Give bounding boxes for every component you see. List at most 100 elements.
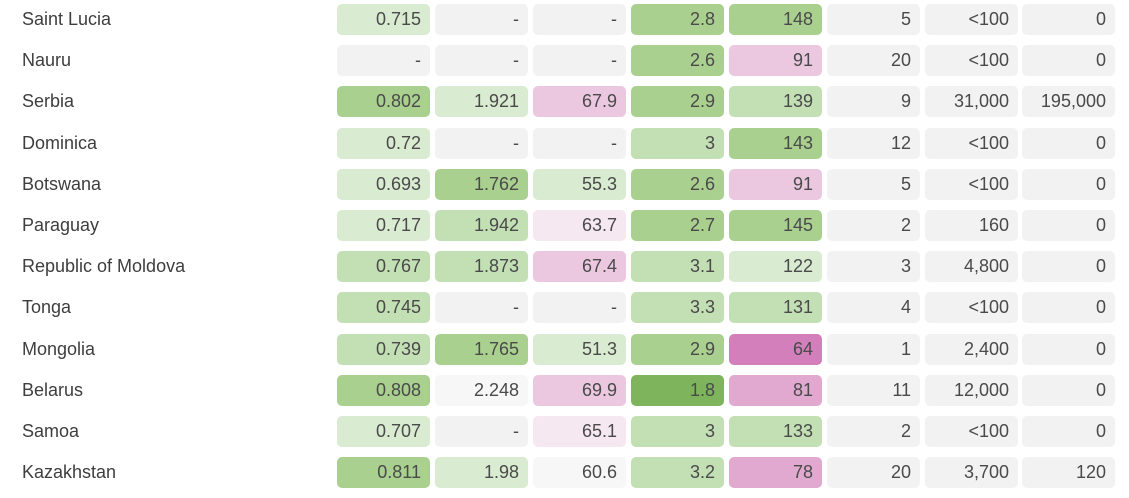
table-cell: 67.4 (533, 251, 626, 283)
table-cell: 11 (827, 374, 920, 406)
table-cell: - (533, 4, 626, 35)
table-cell: 0.808 (337, 374, 430, 406)
table-cell: 0 (1022, 292, 1115, 324)
table-cell: 3.2 (631, 457, 724, 489)
table-cell: 0 (1022, 374, 1115, 406)
table-cell: 0.745 (337, 292, 430, 324)
table-cell: 3,700 (925, 457, 1018, 489)
table-cell: 122 (729, 251, 822, 283)
table-cell: <100 (925, 45, 1018, 77)
table-cell: 195,000 (1022, 86, 1115, 118)
table-cell: 2.9 (631, 333, 724, 365)
table-cell: 2.6 (631, 45, 724, 77)
table-cell: 1.921 (435, 86, 528, 118)
table-cell: - (533, 45, 626, 77)
table-row: Mongolia 0.739 1.765 51.3 2.9 64 1 2,400 0 (0, 333, 1129, 375)
table-cell: - (533, 127, 626, 159)
table-cell: 0.715 (337, 4, 430, 35)
table-cell: 63.7 (533, 210, 626, 241)
table-row: Kazakhstan 0.811 1.98 60.6 3.2 78 20 3,700 120 (0, 457, 1129, 498)
table-row: Nauru - - -2.6 91 20 <100 0 (0, 45, 1129, 86)
table-cell: 3 (631, 127, 724, 159)
table-cell: 4 (827, 292, 920, 324)
table-cell: 69.9 (533, 374, 626, 406)
table-cell: 148 (729, 4, 822, 35)
table-cell: 145 (729, 210, 822, 241)
table-cell: 91 (729, 45, 822, 77)
table-cell: 2,400 (925, 333, 1018, 365)
table-cell: 2.8 (631, 4, 724, 35)
table-cell: 0 (1022, 127, 1115, 159)
table-cell: 55.3 (533, 168, 626, 200)
table-cell: 0.717 (337, 210, 430, 241)
table-cell: 2.248 (435, 374, 528, 406)
table-row: Dominica 0.72- -3 143 12 <100 0 (0, 127, 1129, 169)
country-name: Saint Lucia (22, 9, 112, 29)
table-cell: 120 (1022, 457, 1115, 489)
table-cell: 9 (827, 86, 920, 118)
country-name: Belarus (22, 379, 84, 400)
table-cell: 67.9 (533, 86, 626, 118)
table-cell: - (435, 127, 528, 159)
table-cell: 0.767 (337, 251, 430, 283)
table-cell: 2.7 (631, 210, 724, 241)
table-cell: - (435, 4, 528, 35)
table-cell: 0 (1022, 168, 1115, 200)
table-cell: <100 (925, 4, 1018, 35)
table-cell: 91 (729, 168, 822, 200)
table-cell: 1 (827, 333, 920, 365)
table-cell: 5 (827, 168, 920, 200)
table-cell: 81 (729, 374, 822, 406)
table-cell: 2.9 (631, 86, 724, 118)
table-row: Saint Lucia 0.715- -2.8 148 5 <100 0 (0, 4, 1129, 45)
table-cell: 31,000 (925, 86, 1018, 118)
table-cell: 12 (827, 127, 920, 159)
table-cell: 0.72 (337, 127, 430, 159)
table-row: Botswana 0.693 1.762 55.3 2.6 91 5 <100 0 (0, 168, 1129, 210)
country-name: Nauru (22, 50, 72, 71)
table-cell: 0 (1022, 210, 1115, 241)
table-cell: 20 (827, 457, 920, 489)
table-cell: 1.765 (435, 333, 528, 365)
table-cell: 1.942 (435, 210, 528, 241)
table-cell: <100 (925, 127, 1018, 159)
table-cell: 0 (1022, 333, 1115, 365)
table-cell: 20 (827, 45, 920, 77)
table-row: Serbia 0.802 1.921 67.9 2.9 139 9 31,000 195,000 (0, 86, 1129, 127)
table-row: Tonga 0.745- -3.3 131 4 <100 0 (0, 292, 1129, 333)
table-cell: 0.693 (337, 168, 430, 200)
table-cell: - (435, 292, 528, 324)
table-cell: 1.98 (435, 457, 528, 489)
table-cell: 0 (1022, 45, 1115, 77)
table-cell: <100 (925, 292, 1018, 324)
table-cell: 143 (729, 127, 822, 159)
table-row: Belarus 0.808 2.248 69.9 1.8 81 11 12,000 0 (0, 374, 1129, 416)
table-cell: 0.811 (337, 457, 430, 489)
country-name: Republic of Moldova (22, 256, 186, 277)
table-cell: 4,800 (925, 251, 1018, 283)
table-row: Paraguay 0.717 1.942 63.7 2.7 145 2 160 0 (0, 210, 1129, 251)
table-cell: 65.1 (533, 416, 626, 447)
table-cell: - (337, 45, 430, 77)
table-cell: 2 (827, 210, 920, 241)
country-name: Paraguay (22, 215, 100, 235)
country-name: Botswana (22, 173, 102, 194)
table-cell: 3 (827, 251, 920, 283)
table-cell: 0.802 (337, 86, 430, 118)
table-cell: 78 (729, 457, 822, 489)
table-cell: 0 (1022, 4, 1115, 35)
country-name: Tonga (22, 297, 72, 318)
table-cell: 0.739 (337, 333, 430, 365)
table-cell: 2 (827, 416, 920, 447)
table-cell: <100 (925, 168, 1018, 200)
table-cell: 133 (729, 416, 822, 447)
table-cell: 0.707 (337, 416, 430, 447)
table-row: Republic of Moldova 0.767 1.873 67.4 3.1 122 3… (0, 251, 1129, 292)
table-cell: 1.8 (631, 374, 724, 406)
table-cell: 2.6 (631, 168, 724, 200)
table-cell: 3 (631, 416, 724, 447)
table-cell: - (533, 292, 626, 324)
table-cell: 1.873 (435, 251, 528, 283)
table-cell: 60.6 (533, 457, 626, 489)
table-cell: 0 (1022, 416, 1115, 447)
